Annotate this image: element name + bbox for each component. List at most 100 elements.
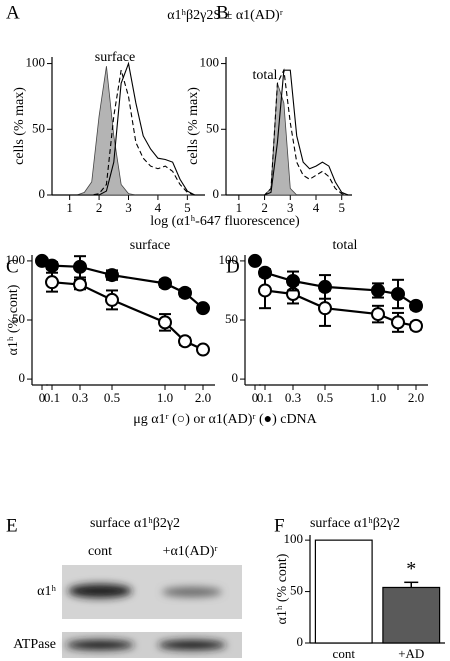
bar: [382, 586, 441, 644]
x-tick-label: 0.1: [44, 390, 60, 405]
histogram-line: [69, 61, 195, 196]
data-point: [73, 277, 87, 292]
x-tick-label: +AD: [398, 646, 424, 661]
data-point: [35, 253, 49, 268]
y-tick-label: 50: [206, 120, 219, 135]
histogram-line: [69, 69, 195, 196]
data-point: [178, 285, 192, 300]
data-point: [409, 318, 423, 333]
data-point: [391, 287, 405, 301]
y-tick-label: 50: [225, 311, 238, 326]
data-point: [158, 315, 172, 330]
data-point: [178, 334, 192, 349]
x-tick-label: 1: [236, 200, 243, 215]
x-tick-label: cont: [333, 646, 356, 661]
y-tick-label: 0: [213, 186, 220, 201]
x-axis-label: log (α1ʰ-647 fluorescence): [150, 214, 300, 229]
y-tick-label: 100: [219, 252, 239, 267]
blot-panel: E surface α1ʰβ2γ2 cont +α1(AD)ʳ α1ʰ ATPa…: [6, 515, 242, 658]
panel-letter: D: [226, 256, 240, 277]
blot-band: [66, 640, 134, 650]
data-point: [409, 298, 423, 313]
panel-title: total: [253, 68, 278, 83]
x-tick-label: 4: [313, 200, 320, 215]
panel-title: surface: [95, 50, 135, 65]
y-tick-label: 50: [290, 583, 303, 598]
panel-letter: A: [6, 2, 20, 23]
x-tick-label: 4: [155, 200, 162, 215]
y-axis-label: α1ʰ (% cont): [6, 284, 21, 355]
data-point: [318, 279, 332, 294]
data-point: [318, 301, 332, 316]
significance-mark: *: [406, 558, 416, 580]
blot-band: [68, 584, 132, 598]
y-tick-label: 0: [39, 186, 46, 201]
x-tick-label: 1.0: [370, 390, 386, 405]
data-point: [286, 274, 300, 288]
data-point: [371, 307, 385, 322]
x-tick-label: 2: [96, 200, 103, 215]
blot-title: surface α1ʰβ2γ2: [90, 516, 180, 531]
lane-label: +α1(AD)ʳ: [163, 544, 218, 559]
data-point: [391, 315, 405, 330]
y-tick-label: 50: [12, 311, 25, 326]
x-tick-label: 0: [39, 390, 46, 405]
blot-band: [158, 640, 226, 650]
data-point: [105, 268, 119, 283]
data-point: [248, 253, 262, 268]
x-tick-label: 2.0: [408, 390, 424, 405]
y-axis-label: α1ʰ (% cont): [275, 553, 290, 624]
y-tick-label: 100: [6, 252, 26, 267]
x-tick-label: 1: [66, 200, 73, 215]
panel-title: surface α1ʰβ2γ2: [310, 516, 400, 531]
data-point: [258, 283, 272, 298]
panel-title: total: [333, 238, 358, 253]
data-point: [73, 259, 87, 274]
histogram-area: [69, 66, 195, 196]
row-label: α1ʰ: [37, 584, 56, 599]
panel-letter: E: [6, 515, 18, 536]
figure-title: α1ʰβ2γ2S ± α1(AD)ʳ: [167, 8, 283, 23]
data-point: [196, 301, 210, 316]
panel-title: surface: [130, 238, 170, 253]
x-tick-label: 0.3: [285, 390, 301, 405]
x-tick-label: 0.1: [257, 390, 273, 405]
y-tick-label: 0: [232, 370, 239, 385]
data-point: [105, 292, 119, 307]
panel-letter: B: [216, 2, 229, 23]
x-tick-label: 5: [338, 200, 345, 215]
x-tick-label: 0.3: [72, 390, 88, 405]
x-tick-label: 0.5: [104, 390, 120, 405]
y-tick-label: 0: [19, 370, 26, 385]
y-tick-label: 100: [26, 55, 46, 70]
lane-label: cont: [88, 544, 112, 559]
x-tick-label: 2: [261, 200, 268, 215]
x-tick-label: 0: [252, 390, 259, 405]
y-axis-label: cells (% max): [12, 87, 27, 165]
data-point: [45, 275, 59, 290]
x-tick-label: 0.5: [317, 390, 333, 405]
data-point: [158, 276, 172, 291]
data-point: [196, 342, 210, 357]
x-axis-label: μg α1ʳ (○) or α1(AD)ʳ (●) cDNA: [133, 412, 317, 427]
y-tick-label: 100: [200, 55, 220, 70]
x-tick-label: 1.0: [157, 390, 173, 405]
row-label: ATPase: [13, 637, 56, 652]
panel-letter: F: [274, 515, 285, 536]
histogram-line: [238, 69, 349, 196]
y-axis-label: cells (% max): [186, 87, 201, 165]
x-tick-label: 3: [287, 200, 294, 215]
y-tick-label: 100: [284, 531, 304, 546]
x-tick-label: 5: [184, 200, 191, 215]
data-point: [258, 265, 272, 280]
x-tick-label: 3: [125, 200, 132, 215]
x-tick-label: 2.0: [195, 390, 211, 405]
histogram-line: [238, 68, 349, 196]
panel-letter: C: [6, 256, 19, 277]
data-point: [371, 283, 385, 298]
y-tick-label: 50: [32, 120, 45, 135]
y-tick-label: 0: [297, 634, 304, 649]
blot-band: [162, 587, 222, 597]
bar: [314, 539, 373, 644]
